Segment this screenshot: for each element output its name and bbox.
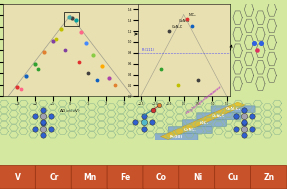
FancyBboxPatch shape — [183, 120, 226, 126]
Text: CuN₂C₂: CuN₂C₂ — [226, 107, 241, 111]
X-axis label: $\Delta G_{ooh}$(eV): $\Delta G_{ooh}$(eV) — [59, 107, 81, 115]
Point — [84, 42, 89, 45]
Point — [158, 68, 163, 71]
Point — [24, 74, 28, 77]
Point — [79, 30, 83, 33]
FancyBboxPatch shape — [211, 106, 255, 112]
Point — [255, 48, 259, 51]
FancyBboxPatch shape — [168, 127, 212, 133]
Point — [15, 86, 19, 89]
Point — [41, 121, 45, 124]
Point — [250, 115, 254, 118]
Point — [70, 16, 74, 19]
Point — [50, 39, 55, 42]
Point — [242, 134, 246, 137]
Text: Pt(111): Pt(111) — [142, 48, 155, 52]
Point — [66, 15, 71, 18]
Point — [250, 127, 254, 130]
Point — [59, 28, 64, 31]
FancyBboxPatch shape — [154, 134, 198, 140]
Point — [113, 83, 117, 86]
Point — [49, 115, 53, 118]
Text: Mn: Mn — [83, 173, 96, 182]
Point — [184, 18, 189, 21]
Point — [190, 24, 195, 27]
Point — [242, 121, 246, 124]
Text: Fe: Fe — [121, 173, 131, 182]
Point — [242, 127, 246, 130]
Point — [49, 127, 53, 130]
Polygon shape — [160, 102, 245, 139]
Text: Fe(III): Fe(III) — [169, 135, 183, 139]
Point — [242, 115, 246, 118]
Point — [107, 76, 112, 79]
Text: V: V — [15, 173, 21, 182]
Point — [36, 67, 41, 70]
Text: Co: Co — [156, 173, 167, 182]
Point — [167, 29, 172, 33]
Text: NiC₃: NiC₃ — [200, 121, 209, 125]
Point — [141, 121, 146, 124]
Point — [259, 41, 263, 44]
Point — [86, 72, 90, 75]
Point — [41, 108, 45, 111]
Point — [157, 104, 162, 107]
Point — [234, 127, 238, 130]
Point — [100, 65, 104, 68]
Point — [242, 108, 246, 111]
Point — [33, 115, 37, 118]
Point — [141, 114, 146, 117]
Text: NiC₃: NiC₃ — [189, 13, 196, 17]
Point — [54, 37, 59, 40]
FancyBboxPatch shape — [197, 113, 241, 119]
Point — [196, 79, 200, 82]
Point — [32, 62, 37, 66]
Point — [73, 19, 78, 22]
Point — [18, 88, 23, 91]
Point — [133, 121, 138, 124]
Point — [176, 84, 180, 87]
Text: Cr: Cr — [49, 173, 59, 182]
Point — [234, 115, 238, 118]
Text: CoN₂C: CoN₂C — [212, 114, 226, 118]
Point — [252, 41, 257, 44]
Point — [242, 121, 246, 124]
Point — [41, 115, 45, 118]
Point — [41, 127, 45, 130]
Point — [41, 121, 45, 124]
Point — [141, 127, 146, 130]
Point — [41, 134, 45, 137]
Text: CoNC₃: CoNC₃ — [179, 19, 190, 23]
Point — [149, 121, 154, 124]
Point — [41, 51, 46, 54]
Point — [150, 108, 155, 112]
Text: CoN₂C: CoN₂C — [172, 25, 183, 29]
Text: Cu: Cu — [228, 173, 239, 182]
Text: Ni: Ni — [193, 173, 202, 182]
Point — [33, 127, 37, 130]
Text: CoNC₃: CoNC₃ — [183, 128, 197, 132]
Text: Zn: Zn — [263, 173, 275, 182]
Point — [63, 49, 67, 52]
Point — [77, 60, 82, 63]
Point — [95, 79, 99, 82]
Text: Higher performance: Higher performance — [186, 85, 223, 115]
Bar — [64, 12, 79, 26]
Point — [91, 53, 96, 56]
